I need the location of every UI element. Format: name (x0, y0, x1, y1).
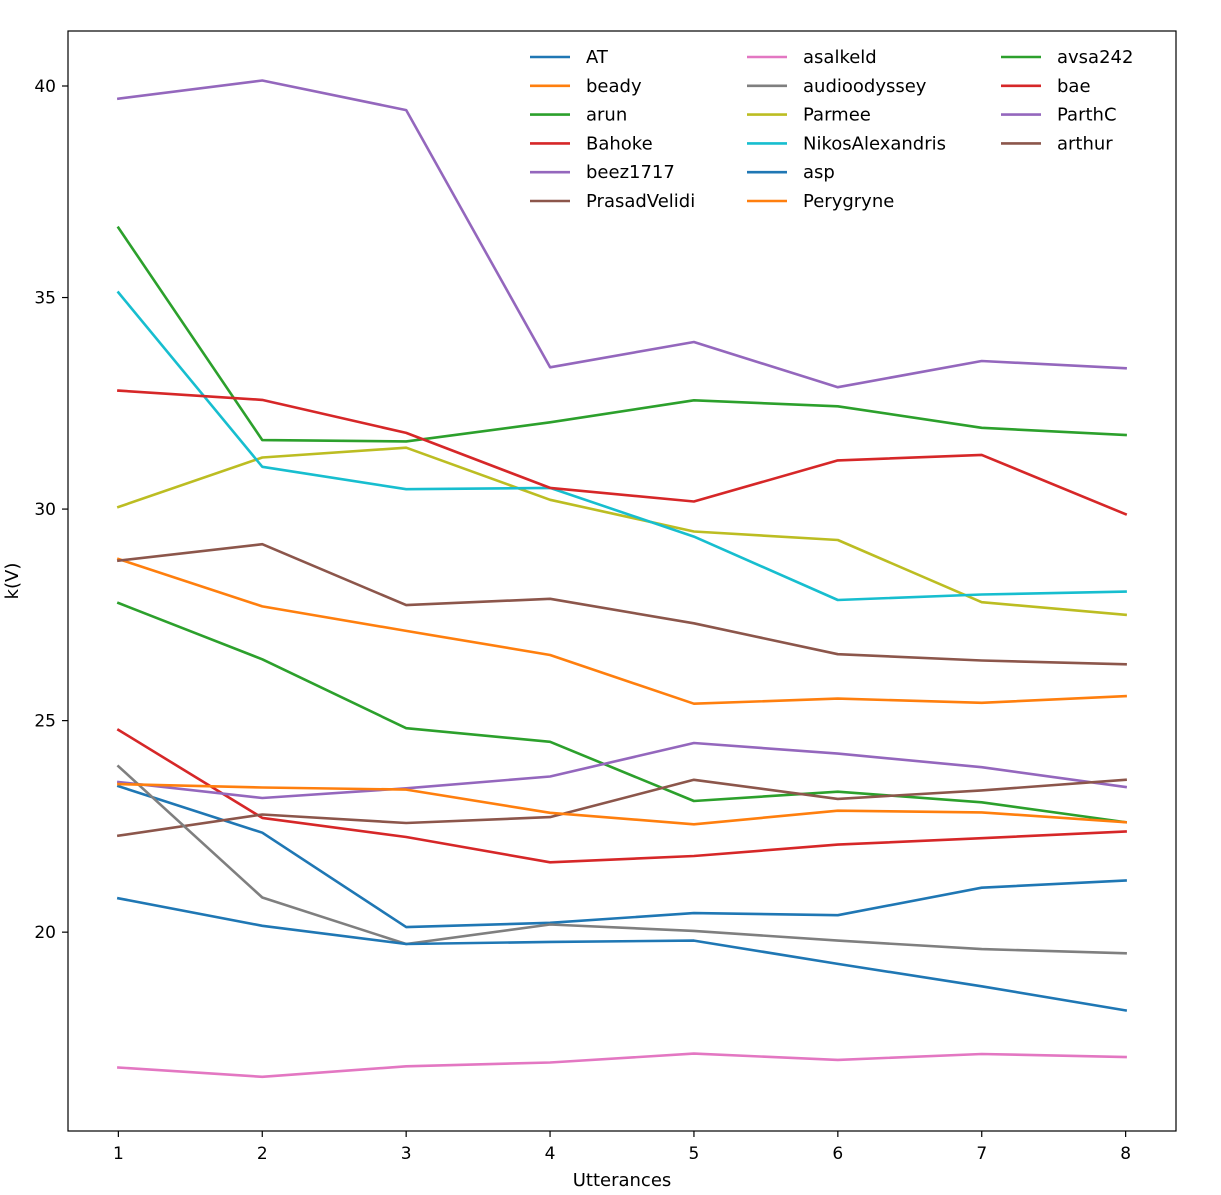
series-group (116, 79, 1128, 1079)
legend-item-Perygryne: Perygryne (747, 191, 894, 212)
legend-item-beady: beady (530, 76, 642, 97)
x-tick-label: 7 (976, 1144, 987, 1164)
x-tick-label: 5 (689, 1144, 700, 1164)
series-line-audioodyssey (116, 764, 1127, 955)
legend-label: avsa242 (1057, 47, 1133, 68)
series-line-Parmee (116, 446, 1128, 617)
legend-item-AT: AT (530, 47, 609, 68)
series-line-asp (116, 896, 1128, 1012)
legend-item-NikosAlexandris: NikosAlexandris (747, 133, 946, 154)
legend-label: AT (586, 47, 609, 68)
legend-item-asalkeld: asalkeld (747, 47, 877, 68)
legend-label: arthur (1057, 133, 1113, 154)
legend-label: Bahoke (586, 133, 653, 154)
plot-background (68, 31, 1176, 1131)
legend-item-bae: bae (1001, 76, 1091, 97)
legend: AT beady arun Bahoke beez1717 PrasadVelidi asa… (530, 47, 1133, 212)
legend-item-beez1717: beez1717 (530, 162, 675, 183)
y-tick-label: 25 (34, 712, 56, 732)
x-tick-label: 8 (1120, 1144, 1131, 1164)
series-line-asalkeld (117, 1052, 1127, 1079)
legend-label: beez1717 (586, 162, 675, 183)
y-axis-ticks: 20 25 30 35 40 (34, 77, 68, 943)
legend-label: audioodyssey (803, 76, 927, 97)
series-line-arun (116, 601, 1128, 824)
x-axis-ticks: 1 2 3 4 5 6 7 8 (113, 1131, 1131, 1164)
legend-label: Perygryne (803, 191, 894, 212)
legend-item-arun: arun (530, 105, 627, 126)
legend-label: Parmee (803, 105, 871, 126)
series-line-Perygryne (117, 782, 1127, 826)
y-tick-label: 20 (34, 923, 56, 943)
legend-item-Bahoke: Bahoke (530, 133, 653, 154)
series-line-Bahoke (116, 728, 1127, 864)
series-line-NikosAlexandris (116, 290, 1127, 602)
series-line-beady (116, 557, 1127, 706)
series-line-PrasadVelidi (116, 778, 1127, 838)
legend-label: NikosAlexandris (803, 133, 946, 154)
series-line-avsa242 (116, 225, 1127, 443)
series-line-ParthC (116, 79, 1127, 389)
legend-item-asp: asp (747, 162, 835, 183)
legend-label: asalkeld (803, 47, 877, 68)
series-line-arthur (116, 542, 1127, 666)
x-tick-label: 2 (257, 1144, 268, 1164)
legend-label: PrasadVelidi (586, 191, 695, 212)
legend-label: bae (1057, 76, 1091, 97)
legend-item-ParthC: ParthC (1001, 105, 1117, 126)
legend-item-Parmee: Parmee (747, 105, 871, 126)
x-tick-label: 6 (832, 1144, 843, 1164)
plot-frame (67, 30, 1177, 1132)
legend-item-PrasadVelidi: PrasadVelidi (530, 191, 695, 212)
y-axis-label: k(V) (2, 563, 23, 600)
y-tick-label: 30 (34, 500, 56, 520)
legend-label: arun (586, 105, 627, 126)
legend-label: beady (586, 76, 642, 97)
legend-item-audioodyssey: audioodyssey (747, 76, 927, 97)
legend-label: ParthC (1057, 105, 1117, 126)
series-line-bae (117, 389, 1128, 516)
y-tick-label: 40 (34, 77, 56, 97)
series-line-AT (116, 784, 1127, 929)
x-tick-label: 1 (113, 1144, 124, 1164)
legend-item-avsa242: avsa242 (1001, 47, 1133, 68)
series-line-beez1717 (116, 741, 1128, 800)
x-axis-label: Utterances (573, 1170, 672, 1191)
legend-label: asp (803, 162, 835, 183)
x-tick-label: 3 (401, 1144, 412, 1164)
y-tick-label: 35 (34, 289, 56, 309)
x-tick-label: 4 (545, 1144, 556, 1164)
legend-item-arthur: arthur (1001, 133, 1113, 154)
